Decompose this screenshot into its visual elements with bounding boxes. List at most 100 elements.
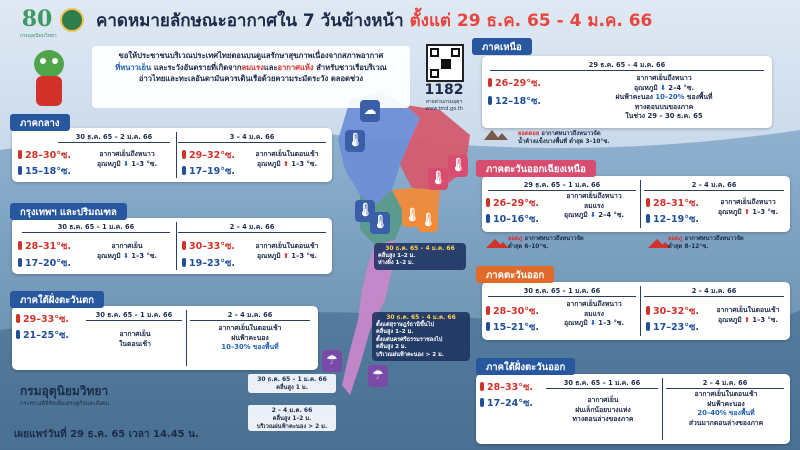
sw-p1-desc: อากาศเย็น ในตอนเช้า xyxy=(119,330,151,348)
website-link[interactable]: www.tmd.go.th xyxy=(425,106,463,112)
north-hot: 26–29°ซ. xyxy=(488,76,541,91)
se-period-1: 30 ธ.ค. 65 – 1 ม.ค. 66 xyxy=(546,378,658,389)
card-central: 30 ธ.ค. 65 – 2 ม.ค. 66 3 – 4 ม.ค. 66 28–… xyxy=(12,128,332,182)
north-desc: อากาศเย็นถึงหนาว อุณหภูมิ ⬇ 2–4 °ซ. ฝนฟ้… xyxy=(615,74,713,120)
central-p2-cold: 17–19°ซ. xyxy=(182,164,235,179)
bkk-p1-desc: อากาศเย็น อุณหภูมิ ⬇ 1–3 °ซ. xyxy=(96,242,158,260)
ne-period-2: 2 – 4 ม.ค. 66 xyxy=(644,180,784,191)
title-main: คาดหมายลักษณะอากาศใน 7 วันข้างหน้า xyxy=(96,11,404,31)
east-period-1: 30 ธ.ค. 65 – 1 ม.ค. 66 xyxy=(488,286,636,297)
east-p1-cold: 15–21°ซ. xyxy=(486,320,539,335)
ministry-name: กระทรวงดิจิทัลเพื่อเศรษฐกิจและสังคม xyxy=(20,401,109,407)
north-cold: 12–18°ซ. xyxy=(488,94,541,109)
sw-period-1: 30 ธ.ค. 65 – 1 ม.ค. 66 xyxy=(86,310,182,321)
sea-andaman-2-text-1: คลื่นสูง 1–2 ม. xyxy=(272,416,312,422)
central-period-2: 3 – 4 ม.ค. 66 xyxy=(178,132,326,143)
sea-andaman-2-header: 2 – 4 ม.ค. 66 xyxy=(248,405,336,416)
card-north: 29 ธ.ค. 65 – 4 ม.ค. 66 26–29°ซ. 12–18°ซ.… xyxy=(482,56,772,128)
card-east: 30 ธ.ค. 65 – 1 ม.ค. 66 2 – 4 ม.ค. 66 28–… xyxy=(482,282,790,340)
east-p1-desc: อากาศเย็นถึงหนาว ลมแรง อุณหภูมิ ⬇ 1–3 °ซ. xyxy=(563,300,625,327)
card-south-west: 29–33°ซ. 21–25°ซ. 30 ธ.ค. 65 – 1 ม.ค. 66… xyxy=(12,306,318,370)
mascot-icon xyxy=(26,50,72,110)
thermometer-east-icon-2: 🌡 xyxy=(418,210,438,232)
notice-line-3: อ่าวไทยและทะเลอันดามันควรเดินเรือด้วยควา… xyxy=(138,74,364,83)
bkk-p2-hot: 30–33°ซ. xyxy=(182,239,235,254)
sea-andaman-1-header: 30 ธ.ค. 65 – 1 ม.ค. 66 xyxy=(248,374,336,385)
se-hot: 28–33°ซ. xyxy=(480,380,533,395)
tag-northeast: ภาคตะวันออกเฉียงเหนือ xyxy=(476,160,596,177)
ne-p1-hot: 26–29°ซ. xyxy=(486,196,539,211)
hotline-caption: สายด่วนกรมอุตุฯ xyxy=(425,99,463,105)
north-peak-note: ยอดดอย อากาศหนาวถึงหนาวจัด น้ำค้างแข็งบาง… xyxy=(518,131,610,145)
ne-p1-desc: อากาศเย็นถึงหนาว ลมแรง อุณหภูมิ ⬇ 2–4 °ซ. xyxy=(563,192,625,219)
se-p1-desc: อากาศเย็น ฝนเล็กน้อยบางแห่ง ทางตอนล่างของภ… xyxy=(572,396,634,423)
sea-andaman-1-text: คลื่นสูง 1 ม. xyxy=(276,385,308,391)
sea-andaman-2-text-2: บริเวณฝนฟ้าคะนอง > 2 ม. xyxy=(256,423,328,430)
east-p2-desc: อากาศเย็นในตอนเช้า อุณหภูมิ ⬆ 1–3 °ซ. xyxy=(716,306,780,324)
tag-bangkok: กรุงเทพฯ และปริมณฑล xyxy=(10,203,127,220)
hotline: 1182 สายด่วนกรมอุตุฯ www.tmd.go.th xyxy=(414,82,474,112)
east-p2-cold: 17–23°ซ. xyxy=(646,320,699,335)
logo-caption: กรมอุตุนิยมวิทยา xyxy=(20,33,57,39)
qr-code-icon[interactable] xyxy=(426,44,464,82)
north-period: 29 ธ.ค. 65 – 4 ม.ค. 66 xyxy=(490,60,764,71)
ne-p2-cold: 12–19°ซ. xyxy=(646,212,699,227)
thermometer-cold-icon: 🌡 xyxy=(345,130,365,152)
tag-south-east: ภาคใต้ฝั่งตะวันออก xyxy=(476,358,576,375)
sea-gulf-mid: 30 ธ.ค. 65 – 4 ม.ค. 66 ตั้งแต่สุราษฎร์ธา… xyxy=(372,312,470,361)
east-period-2: 2 – 4 ม.ค. 66 xyxy=(644,286,784,297)
tag-south-west: ภาคใต้ฝั่งตะวันตก xyxy=(10,291,104,308)
rain-cloud-icon: ☁ xyxy=(360,100,380,122)
east-p2-hot: 30–32°ซ. xyxy=(646,304,699,319)
notice-line-1: ขอให้ประชาชนบริเวณประเทศไทยตอนบนดูแลรักษ… xyxy=(118,51,384,60)
east-p1-hot: 28–30°ซ. xyxy=(486,304,539,319)
title-range: ตั้งแต่ 29 ธ.ค. 65 - 4 ม.ค. 66 xyxy=(409,11,653,31)
card-bangkok: 30 ธ.ค. 65 – 1 ม.ค. 66 2 – 4 ม.ค. 66 28–… xyxy=(12,218,332,274)
tag-central: ภาคกลาง xyxy=(10,114,70,131)
card-south-east: 28–33°ซ. 17–24°ซ. 30 ธ.ค. 65 – 1 ม.ค. 66… xyxy=(476,374,790,444)
sea-andaman-1: 30 ธ.ค. 65 – 1 ม.ค. 66 คลื่นสูง 1 ม. xyxy=(248,374,336,393)
department-name: กรมอุตุนิยมวิทยา xyxy=(20,384,109,398)
sw-cold: 21–25°ซ. xyxy=(16,328,69,343)
central-p1-cold: 15–18°ซ. xyxy=(18,164,71,179)
hotline-number: 1182 xyxy=(424,82,464,98)
bkk-p2-cold: 19–23°ซ. xyxy=(182,256,235,271)
central-p2-desc: อากาศเย็นในตอนเช้า อุณหภูมิ ⬆ 1–3 °ซ. xyxy=(255,150,319,168)
tmd-seal-icon xyxy=(60,8,84,32)
se-p2-desc: อากาศเย็นในตอนเช้า ฝนฟ้าคะนอง 20–40% ของพื… xyxy=(688,390,764,427)
sw-hot: 29–33°ซ. xyxy=(16,312,69,327)
central-p1-desc: อากาศเย็นถึงหนาว อุณหภูมิ ⬇ 1–3 °ซ. xyxy=(96,150,158,168)
ne-p2-hot: 28–31°ซ. xyxy=(646,196,699,211)
thermometer-hot-icon-2: 🌡 xyxy=(448,155,468,177)
bkk-p2-desc: อากาศเย็นในตอนเช้า อุณหภูมิ ⬆ 1–3 °ซ. xyxy=(255,242,319,260)
thermometer-bkk-icon: 🌡 xyxy=(370,212,390,234)
ne-p2-note: ยอดภู อากาศหนาวถึงหนาวจัด ต่ำสุด 8–12°ซ. xyxy=(668,236,744,250)
sw-period-2: 2 – 4 ม.ค. 66 xyxy=(190,310,310,321)
sea-gulf-upper: 30 ธ.ค. 65 – 4 ม.ค. 66 คลื่นสูง 1–2 ม. ห่… xyxy=(374,243,466,270)
bkk-p1-hot: 28–31°ซ. xyxy=(18,239,71,254)
notice-line-2: ที่หนาวเย็น และระวังอันตรายที่เกิดจากลมแ… xyxy=(115,62,387,72)
se-period-2: 2 – 4 ม.ค. 66 xyxy=(666,378,784,389)
card-northeast: 29 ธ.ค. 65 – 1 ม.ค. 66 2 – 4 ม.ค. 66 26–… xyxy=(482,176,790,232)
central-p2-hot: 29–32°ซ. xyxy=(182,148,235,163)
se-cold: 17–24°ซ. xyxy=(480,396,533,411)
page-title: คาดหมายลักษณะอากาศใน 7 วันข้างหน้า ตั้งแ… xyxy=(96,7,652,34)
header: 80 กรมอุตุนิยมวิทยา คาดหมายลักษณะอากาศใน… xyxy=(0,0,800,40)
issued-time: เผยแพร่วันที่ 29 ธ.ค. 65 เวลา 14.45 น. xyxy=(14,429,199,440)
central-p1-hot: 28–30°ซ. xyxy=(18,148,71,163)
central-period-1: 30 ธ.ค. 65 – 2 ม.ค. 66 xyxy=(58,132,170,143)
notice-box: ขอให้ประชาชนบริเวณประเทศไทยตอนบนดูแลรักษ… xyxy=(92,46,410,108)
tag-east: ภาคตะวันออก xyxy=(476,266,555,283)
thermometer-east-icon: 🌡 xyxy=(402,205,422,227)
rain-icon-south-east: ☂ xyxy=(368,365,388,387)
thermometer-hot-icon: 🌡 xyxy=(428,168,448,190)
ne-p1-note: ยอดภู อากาศหนาวถึงหนาวจัด ต่ำสุด 6–10°ซ. xyxy=(508,236,584,250)
ne-p1-cold: 10–16°ซ. xyxy=(486,212,539,227)
bkk-period-2: 2 – 4 ม.ค. 66 xyxy=(178,222,326,233)
sea-andaman-2: 2 – 4 ม.ค. 66 คลื่นสูง 1–2 ม. บริเวณฝนฟ้… xyxy=(248,405,336,431)
sw-p2-desc: อากาศเย็นในตอนเช้า ฝนฟ้าคะนอง 10–30% ของพื… xyxy=(218,324,282,351)
ne-p2-desc: อากาศเย็นถึงหนาว อุณหภูมิ ⬆ 1–3 °ซ. xyxy=(717,198,779,216)
bkk-period-1: 30 ธ.ค. 65 – 1 ม.ค. 66 xyxy=(22,222,170,233)
rain-icon-south-west: ☂ xyxy=(322,350,342,372)
ne-period-1: 29 ธ.ค. 65 – 1 ม.ค. 66 xyxy=(488,180,636,191)
